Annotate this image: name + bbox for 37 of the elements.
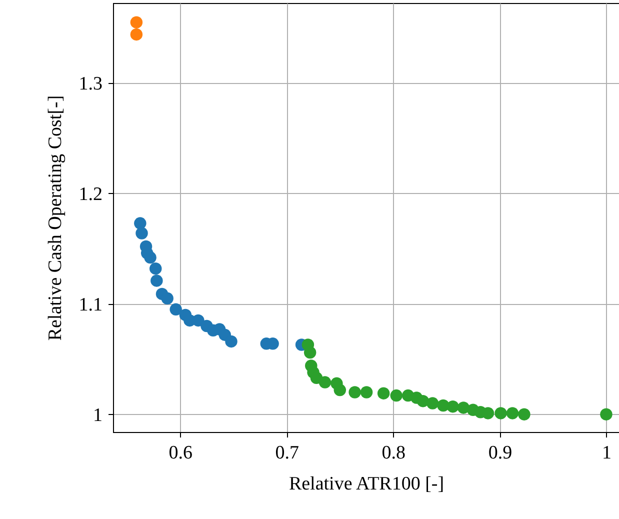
x-tick-label: 0.9 bbox=[488, 442, 512, 464]
point bbox=[348, 386, 361, 398]
point bbox=[130, 28, 143, 41]
point bbox=[426, 397, 439, 410]
point bbox=[225, 335, 238, 348]
point bbox=[161, 292, 174, 304]
point bbox=[149, 262, 162, 275]
point bbox=[136, 227, 148, 240]
y-tick-label: 1 bbox=[93, 404, 102, 426]
point bbox=[360, 386, 373, 398]
point bbox=[170, 303, 182, 316]
x-axis-title: Relative ATR100 [-] bbox=[288, 474, 444, 494]
point bbox=[446, 400, 459, 413]
point bbox=[377, 387, 390, 400]
y-tick-label: 1.1 bbox=[78, 294, 102, 316]
point bbox=[390, 389, 402, 402]
point bbox=[192, 314, 204, 327]
point bbox=[457, 402, 470, 414]
point bbox=[494, 407, 507, 420]
point bbox=[134, 217, 146, 230]
x-tick-label: 0.7 bbox=[275, 442, 300, 464]
point bbox=[518, 408, 530, 420]
x-tick-label: 1 bbox=[602, 442, 612, 464]
y-axis-title: Relative Cash Operating Cost[-] bbox=[44, 95, 66, 341]
point bbox=[416, 394, 430, 408]
point bbox=[506, 407, 519, 420]
point bbox=[318, 376, 332, 388]
point bbox=[144, 251, 156, 264]
y-tick-label: 1.2 bbox=[78, 184, 102, 205]
point bbox=[150, 274, 163, 287]
point bbox=[130, 16, 143, 28]
y-tick-label: 1.3 bbox=[78, 74, 102, 95]
point bbox=[334, 384, 346, 396]
point bbox=[304, 346, 316, 359]
point bbox=[600, 408, 612, 420]
x-tick-label: 0.6 bbox=[168, 442, 192, 464]
x-tick-label: 0.8 bbox=[382, 442, 406, 464]
